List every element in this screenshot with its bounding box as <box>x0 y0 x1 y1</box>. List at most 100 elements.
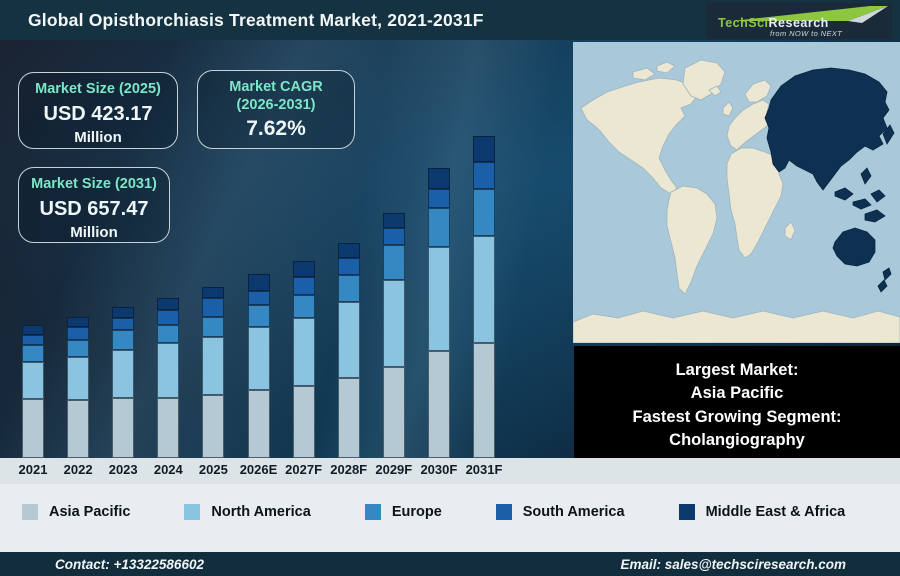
bar-2031f <box>473 136 495 458</box>
segment-asia-pacific-2031f <box>473 343 495 458</box>
info-box-label: Market Size (2031) <box>31 176 157 192</box>
segment-south-america-2024 <box>157 310 180 325</box>
x-axis-strip: 2021 2022 2023 2024 2025 2026E 2027F 2028F 2029F… <box>0 458 900 484</box>
year-label-2026e: 2026E <box>239 462 278 477</box>
segment-asia-pacific-2025 <box>202 395 225 458</box>
segment-europe-2027f <box>292 295 315 318</box>
segment-south-america-2030f <box>427 189 450 208</box>
segment-europe-2022 <box>67 340 90 357</box>
logo-brand: TechSciResearch <box>718 16 829 30</box>
segment-europe-2029f <box>382 245 405 280</box>
year-label-2024: 2024 <box>153 462 183 477</box>
year-label-2030f: 2030F <box>420 462 458 477</box>
cagr-label-line1: Market CAGR <box>229 79 323 95</box>
highlight-box: Largest Market: Asia Pacific Fastest Gro… <box>574 346 900 458</box>
page-title: Global Opisthorchiasis Treatment Market,… <box>28 9 484 30</box>
segment-south-america-2023 <box>112 318 135 330</box>
segment-europe-2025 <box>202 317 225 337</box>
bar-2023 <box>112 307 135 458</box>
year-label-2029f: 2029F <box>375 462 413 477</box>
email-text: Email: sales@techsciresearch.com <box>620 556 846 572</box>
info-box-market-size-2025: Market Size (2025) USD 423.17 Million <box>18 72 178 149</box>
legend-strip: Asia Pacific North America Europe South Ame… <box>0 484 900 552</box>
legend-item-asia-pacific: Asia Pacific <box>22 504 130 520</box>
legend-swatch-icon <box>495 504 512 520</box>
segment-asia-pacific-2028f <box>337 378 360 458</box>
legend-item-europe: Europe <box>364 504 442 520</box>
segment-middle-east-africa-2027f <box>292 261 315 277</box>
segment-north-america-2026e <box>247 327 270 390</box>
contact-text: Contact: +13322586602 <box>55 556 204 572</box>
bar-2026e <box>247 274 270 458</box>
fastest-segment-value: Cholangiography <box>669 431 805 450</box>
year-label-2031f: 2031F <box>465 462 503 477</box>
stacked-bar-chart <box>0 40 573 458</box>
year-label-2023: 2023 <box>108 462 138 477</box>
logo-arrow-icon <box>732 6 888 23</box>
segment-middle-east-africa-2031f <box>473 136 495 162</box>
info-box-value: USD 657.47 <box>39 198 149 221</box>
segment-europe-2021 <box>22 345 44 362</box>
info-box-label: Market Size (2025) <box>35 81 161 97</box>
segment-north-america-2025 <box>202 337 225 395</box>
segment-asia-pacific-2026e <box>247 390 270 458</box>
logo-brand-primary: TechSci <box>718 16 769 30</box>
cagr-label-line2: (2026-2031) <box>236 97 316 114</box>
legend-swatch-icon <box>678 504 695 520</box>
bar-2025 <box>202 287 225 458</box>
segment-north-america-2030f <box>427 247 450 351</box>
legend-item-north-america: North America <box>184 504 311 520</box>
segment-north-america-2021 <box>22 362 44 399</box>
world-map-panel <box>573 42 900 343</box>
segment-north-america-2024 <box>157 343 180 398</box>
legend-swatch-icon <box>364 504 381 520</box>
segment-south-america-2031f <box>473 162 495 189</box>
segment-europe-2028f <box>337 275 360 302</box>
year-label-2028f: 2028F <box>330 462 368 477</box>
segment-middle-east-africa-2028f <box>337 243 360 258</box>
segment-north-america-2027f <box>292 318 315 386</box>
segment-middle-east-africa-2023 <box>112 307 135 318</box>
bar-2027f <box>292 261 315 458</box>
info-box-unit: Million <box>70 224 118 242</box>
year-label-2027f: 2027F <box>285 462 323 477</box>
segment-asia-pacific-2023 <box>112 398 135 458</box>
segment-asia-pacific-2022 <box>67 400 90 458</box>
segment-south-america-2025 <box>202 298 225 317</box>
segment-middle-east-africa-2029f <box>382 213 405 228</box>
year-label-2025: 2025 <box>198 462 228 477</box>
logo-brand-secondary: Research <box>768 16 829 30</box>
bar-2028f <box>337 243 360 458</box>
segment-asia-pacific-2024 <box>157 398 180 458</box>
bar-2029f <box>382 213 405 458</box>
year-label-2021: 2021 <box>18 462 48 477</box>
segment-asia-pacific-2021 <box>22 399 44 458</box>
segment-south-america-2022 <box>67 327 90 340</box>
largest-market-label: Largest Market: <box>675 361 799 379</box>
legend-swatch-icon <box>22 504 38 520</box>
bar-2030f <box>427 168 450 458</box>
map-landmass <box>573 59 900 343</box>
segment-europe-2026e <box>247 305 270 327</box>
segment-middle-east-africa-2026e <box>247 274 270 291</box>
segment-europe-2023 <box>112 330 135 350</box>
segment-middle-east-africa-2021 <box>22 325 44 335</box>
footer-bar: Contact: +13322586602 Email: sales@techs… <box>0 552 900 576</box>
map-highlight-asia-pacific <box>764 67 895 293</box>
segment-asia-pacific-2030f <box>427 351 450 458</box>
segment-north-america-2031f <box>473 236 495 343</box>
legend-label: Asia Pacific <box>49 504 131 520</box>
legend-item-south-america: South America <box>495 504 625 520</box>
legend-label: Europe <box>391 504 442 520</box>
logo-tagline: from NOW to NEXT <box>770 29 843 38</box>
segment-south-america-2029f <box>382 228 405 245</box>
info-box-label: Market CAGR (2026-2031) <box>202 78 350 114</box>
info-box-cagr: Market CAGR (2026-2031) 7.62% <box>197 70 355 149</box>
legend-label: North America <box>211 504 311 520</box>
segment-north-america-2028f <box>337 302 360 378</box>
bar-2024 <box>157 298 180 458</box>
bar-2021 <box>22 325 44 458</box>
fastest-segment-label: Fastest Growing Segment: <box>632 407 842 426</box>
segment-europe-2031f <box>473 189 495 236</box>
